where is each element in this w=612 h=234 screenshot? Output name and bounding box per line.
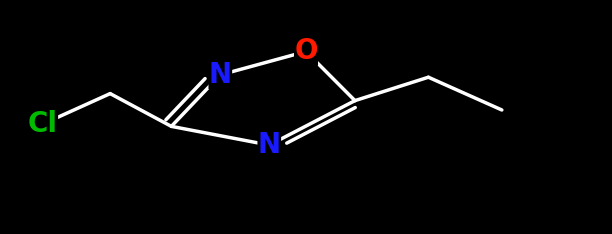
Text: O: O [294,37,318,66]
Text: N: N [209,61,232,89]
Text: N: N [258,131,281,159]
Text: Cl: Cl [28,110,58,138]
